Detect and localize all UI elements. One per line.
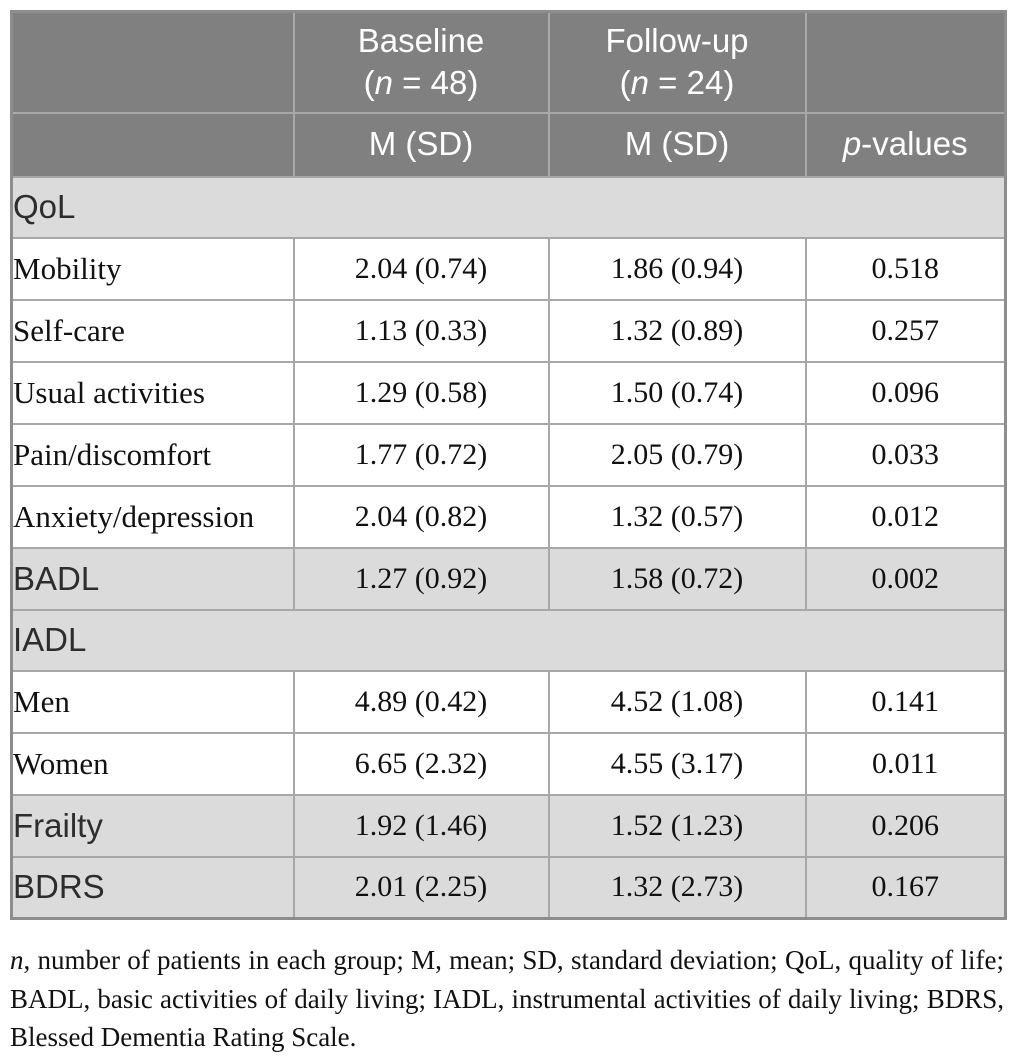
p-value: 0.257	[804, 298, 1007, 363]
baseline-value: 2.01 (2.25)	[292, 855, 550, 920]
footnote-text: , number of patients in each group; M, m…	[10, 945, 1004, 1052]
table-body: QoL Mobility 2.04 (0.74) 1.86 (0.94) 0.5…	[10, 175, 1007, 920]
table-row-women: Women 6.65 (2.32) 4.55 (3.17) 0.011	[10, 731, 1007, 796]
summary-row-badl: BADL 1.27 (0.92) 1.58 (0.72) 0.002	[10, 546, 1007, 611]
baseline-value: 2.04 (0.74)	[292, 236, 550, 301]
baseline-value: 4.89 (0.42)	[292, 669, 550, 734]
table-row-pain-discomfort: Pain/discomfort 1.77 (0.72) 2.05 (0.79) …	[10, 422, 1007, 487]
followup-value: 1.32 (2.73)	[547, 855, 807, 920]
followup-value: 1.50 (0.74)	[547, 360, 807, 425]
p-value: 0.011	[804, 731, 1007, 796]
row-label: BADL	[10, 546, 295, 611]
row-label: Frailty	[10, 793, 295, 858]
followup-value: 4.52 (1.08)	[547, 669, 807, 734]
header-baseline-msd: M (SD)	[292, 111, 550, 178]
paren-open: (	[363, 64, 375, 102]
header-followup: Follow-up (n = 24)	[547, 10, 807, 114]
followup-value: 1.52 (1.23)	[547, 793, 807, 858]
followup-value: 2.05 (0.79)	[547, 422, 807, 487]
paren-open: (	[619, 64, 631, 102]
row-label: Men	[10, 669, 295, 734]
header-empty-cell	[804, 10, 1007, 114]
table-row-mobility: Mobility 2.04 (0.74) 1.86 (0.94) 0.518	[10, 236, 1007, 301]
baseline-value: 1.27 (0.92)	[292, 546, 550, 611]
table-row-selfcare: Self-care 1.13 (0.33) 1.32 (0.89) 0.257	[10, 298, 1007, 363]
row-label: BDRS	[10, 855, 295, 920]
row-label: Usual activities	[10, 360, 295, 425]
row-label: Self-care	[10, 298, 295, 363]
summary-row-frailty: Frailty 1.92 (1.46) 1.52 (1.23) 0.206	[10, 793, 1007, 858]
baseline-value: 1.29 (0.58)	[292, 360, 550, 425]
n-value: = 24)	[649, 64, 735, 102]
summary-row-bdrs: BDRS 2.01 (2.25) 1.32 (2.73) 0.167	[10, 855, 1007, 920]
n-symbol: n	[10, 945, 24, 975]
table-row-anxiety-depression: Anxiety/depression 2.04 (0.82) 1.32 (0.5…	[10, 484, 1007, 549]
n-symbol: n	[630, 64, 650, 102]
followup-value: 4.55 (3.17)	[547, 731, 807, 796]
header-row-measures: M (SD) M (SD) p-values	[10, 111, 1007, 178]
followup-value: 1.86 (0.94)	[547, 236, 807, 301]
table-footnote: n, number of patients in each group; M, …	[10, 941, 1004, 1057]
p-value: 0.141	[804, 669, 1007, 734]
header-empty-cell	[10, 10, 295, 114]
p-value: 0.033	[804, 422, 1007, 487]
header-empty-cell	[10, 111, 295, 178]
p-value: 0.167	[804, 855, 1007, 920]
baseline-value: 1.92 (1.46)	[292, 793, 550, 858]
results-table: Baseline (n = 48) Follow-up (n = 24) M (…	[10, 10, 1007, 920]
section-label: IADL	[10, 608, 1007, 672]
header-baseline-title: Baseline	[357, 22, 485, 60]
table-row-usual-activities: Usual activities 1.29 (0.58) 1.50 (0.74)…	[10, 360, 1007, 425]
followup-value: 1.32 (0.57)	[547, 484, 807, 549]
p-value: 0.096	[804, 360, 1007, 425]
row-label: Pain/discomfort	[10, 422, 295, 487]
p-value: 0.518	[804, 236, 1007, 301]
row-label: Mobility	[10, 236, 295, 301]
p-value: 0.012	[804, 484, 1007, 549]
baseline-value: 1.13 (0.33)	[292, 298, 550, 363]
followup-value: 1.58 (0.72)	[547, 546, 807, 611]
header-followup-n: (n = 24)	[550, 62, 805, 104]
header-baseline: Baseline (n = 48)	[292, 10, 550, 114]
row-label: Anxiety/depression	[10, 484, 295, 549]
p-value: 0.206	[804, 793, 1007, 858]
n-symbol: n	[374, 64, 394, 102]
baseline-value: 6.65 (2.32)	[292, 731, 550, 796]
baseline-value: 1.77 (0.72)	[292, 422, 550, 487]
section-row-qol: QoL	[10, 175, 1007, 239]
baseline-value: 2.04 (0.82)	[292, 484, 550, 549]
header-row-groups: Baseline (n = 48) Follow-up (n = 24)	[10, 10, 1007, 114]
table-row-men: Men 4.89 (0.42) 4.52 (1.08) 0.141	[10, 669, 1007, 734]
section-label: QoL	[10, 175, 1007, 239]
header-pvalues: p-values	[804, 111, 1007, 178]
p-symbol: p	[842, 125, 862, 163]
p-value: 0.002	[804, 546, 1007, 611]
header-baseline-n: (n = 48)	[295, 62, 548, 104]
table-header: Baseline (n = 48) Follow-up (n = 24) M (…	[10, 10, 1007, 178]
pvalues-suffix: -values	[861, 125, 968, 163]
header-followup-title: Follow-up	[605, 22, 749, 60]
n-value: = 48)	[393, 64, 479, 102]
section-row-iadl: IADL	[10, 608, 1007, 672]
row-label: Women	[10, 731, 295, 796]
followup-value: 1.32 (0.89)	[547, 298, 807, 363]
header-followup-msd: M (SD)	[547, 111, 807, 178]
